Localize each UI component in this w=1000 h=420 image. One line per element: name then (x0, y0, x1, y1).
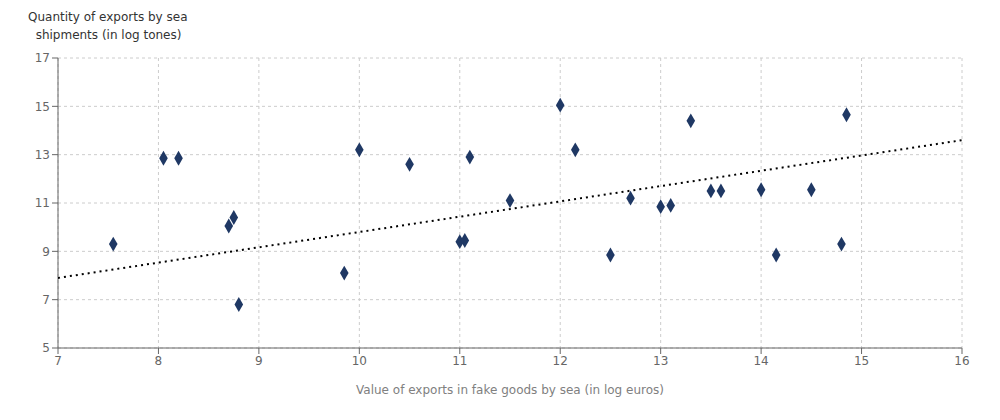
svg-text:11: 11 (452, 354, 467, 368)
svg-text:9: 9 (42, 245, 50, 259)
svg-text:9: 9 (255, 354, 263, 368)
svg-text:12: 12 (553, 354, 568, 368)
svg-text:14: 14 (753, 354, 768, 368)
svg-text:17: 17 (35, 51, 50, 65)
svg-text:13: 13 (653, 354, 668, 368)
svg-text:7: 7 (54, 354, 62, 368)
svg-text:13: 13 (35, 148, 50, 162)
svg-text:7: 7 (42, 293, 50, 307)
svg-text:8: 8 (155, 354, 163, 368)
svg-text:10: 10 (352, 354, 367, 368)
svg-text:11: 11 (35, 196, 50, 210)
svg-text:16: 16 (954, 354, 969, 368)
svg-text:5: 5 (42, 341, 50, 355)
html-text:shipments (in log tones): shipments (in log tones) (28, 28, 182, 42)
svg-text:15: 15 (35, 100, 50, 114)
svg-text:Value of exports in fake goods: Value of exports in fake goods by sea (i… (356, 383, 664, 397)
svg-text:15: 15 (854, 354, 869, 368)
html-text:Quantity of exports by sea: Quantity of exports by sea (28, 10, 188, 24)
